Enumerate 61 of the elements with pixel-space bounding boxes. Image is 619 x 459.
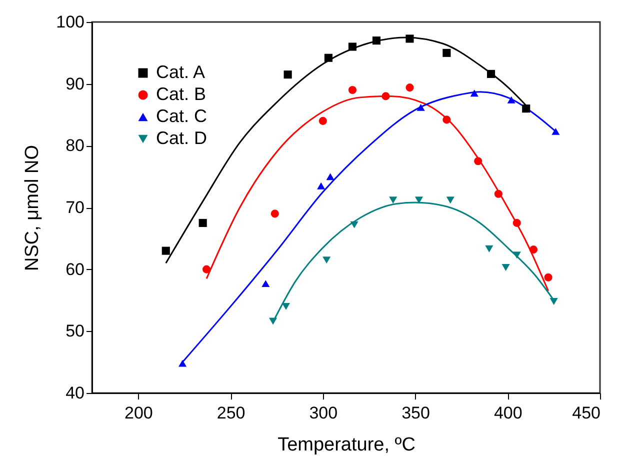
point bbox=[348, 86, 356, 94]
point bbox=[382, 92, 390, 100]
x-tick-label: 250 bbox=[216, 404, 246, 422]
x-tick-label: 200 bbox=[124, 404, 153, 422]
y-tick-label: 90 bbox=[66, 74, 84, 94]
point bbox=[198, 218, 207, 227]
point bbox=[442, 48, 451, 57]
y-tick-label: 50 bbox=[66, 322, 84, 341]
y-axis-title: NSC, μmol NO bbox=[22, 144, 44, 272]
point bbox=[317, 182, 326, 190]
point bbox=[522, 104, 530, 113]
legend-label: Cat. A bbox=[156, 62, 206, 82]
point bbox=[552, 128, 560, 135]
point bbox=[512, 252, 521, 259]
point bbox=[269, 318, 278, 325]
point bbox=[389, 196, 398, 204]
point bbox=[470, 90, 478, 97]
point bbox=[372, 36, 381, 45]
point bbox=[318, 116, 327, 125]
legend-label: Cat. C bbox=[156, 106, 208, 126]
point bbox=[324, 54, 332, 62]
y-tick-label: 100 bbox=[56, 12, 84, 32]
y-tick-label: 60 bbox=[66, 260, 84, 279]
legend-label: Cat. D bbox=[156, 128, 208, 148]
point bbox=[502, 264, 510, 271]
point bbox=[512, 218, 521, 227]
x-tick-label: 300 bbox=[309, 404, 338, 422]
x-axis-title: Temperature, ºC bbox=[278, 434, 416, 456]
point bbox=[262, 280, 270, 288]
y-tick-label: 80 bbox=[66, 136, 84, 156]
y-tick-label: 70 bbox=[66, 198, 84, 217]
point bbox=[162, 246, 170, 255]
point bbox=[550, 298, 558, 305]
point bbox=[282, 302, 290, 310]
x-tick-label: 450 bbox=[572, 404, 600, 422]
point bbox=[494, 190, 502, 198]
point bbox=[350, 221, 358, 228]
point bbox=[474, 157, 482, 166]
y-tick-label: 40 bbox=[66, 384, 84, 402]
line-series bbox=[206, 95, 550, 292]
point bbox=[486, 70, 496, 78]
point bbox=[529, 246, 538, 254]
point bbox=[202, 265, 211, 274]
point bbox=[416, 104, 425, 111]
x-tick-label: 400 bbox=[494, 404, 522, 422]
point bbox=[414, 196, 423, 204]
point bbox=[284, 70, 292, 79]
point bbox=[406, 34, 414, 43]
point bbox=[406, 84, 414, 92]
point bbox=[270, 210, 279, 218]
point bbox=[442, 116, 451, 124]
point bbox=[446, 196, 454, 204]
point bbox=[485, 245, 494, 252]
legend-label: Cat. B bbox=[156, 84, 206, 104]
point bbox=[326, 173, 334, 180]
point bbox=[507, 96, 516, 104]
point bbox=[322, 256, 331, 264]
point bbox=[544, 273, 552, 282]
x-tick-label: 350 bbox=[402, 404, 430, 422]
point bbox=[178, 360, 187, 367]
point bbox=[348, 42, 356, 51]
